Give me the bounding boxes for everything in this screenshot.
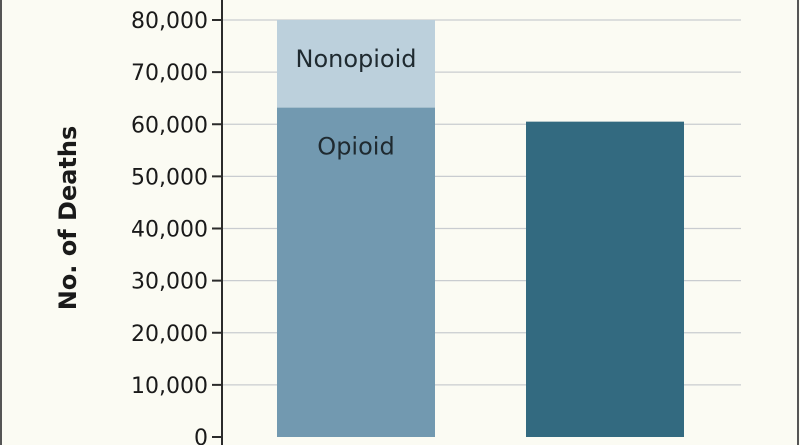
y-axis-title: No. of Deaths <box>54 126 82 311</box>
segment-label-opioid: Opioid <box>317 133 394 161</box>
bar-1-segment-1 <box>277 107 435 437</box>
y-tick-label: 60,000 <box>131 113 208 138</box>
y-tick-label: 80,000 <box>131 9 208 34</box>
y-axis: 0 10,000 20,000 30,000 40,000 50,000 60,000 70,… <box>131 0 223 445</box>
y-tick-label: 70,000 <box>131 61 208 86</box>
y-tick-label: 10,000 <box>131 374 208 399</box>
segment-label-nonopioid: Nonopioid <box>295 45 416 73</box>
y-tick-label: 0 <box>194 426 208 445</box>
y-tick-label: 30,000 <box>131 270 208 295</box>
y-tick-label: 50,000 <box>131 165 208 190</box>
y-tick-label: 20,000 <box>131 322 208 347</box>
bar-2-segment-1 <box>526 121 684 438</box>
bar-1-segment-2 <box>277 20 435 108</box>
y-tick-label: 40,000 <box>131 218 208 243</box>
bars: Opioid Nonopioid <box>277 20 684 438</box>
